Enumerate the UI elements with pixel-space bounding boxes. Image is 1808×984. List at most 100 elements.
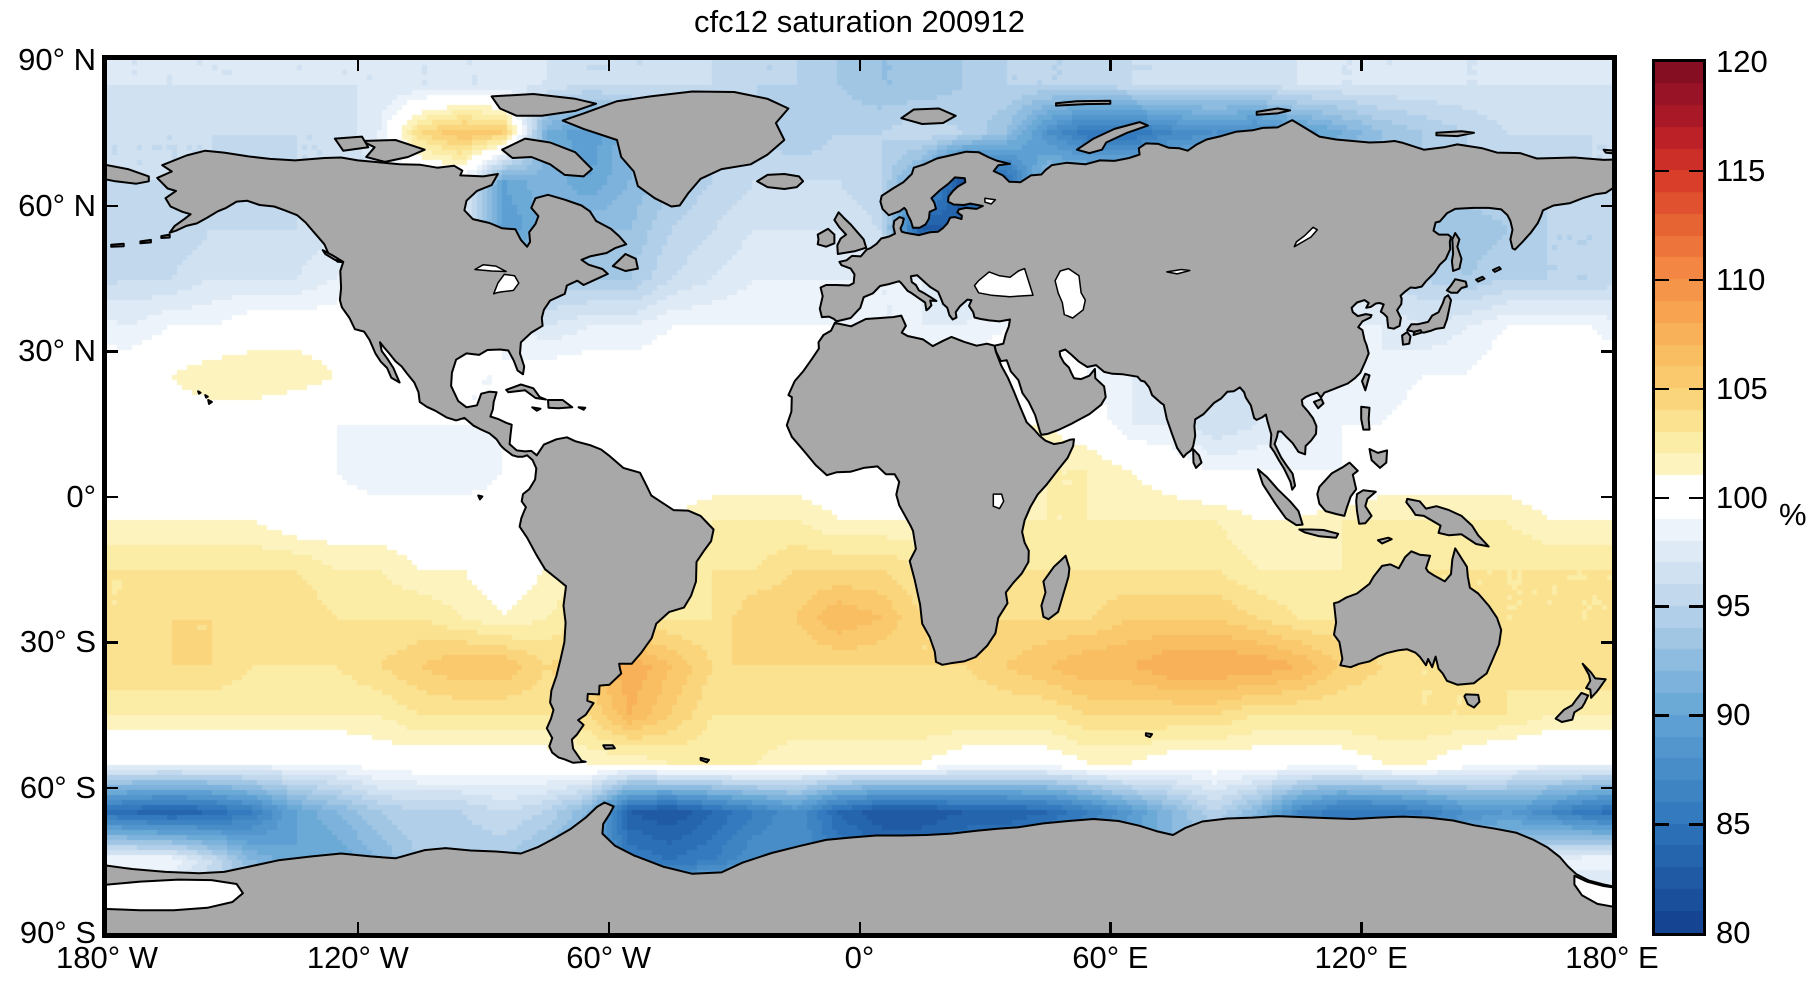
land-ireland xyxy=(816,227,836,248)
colorbar-tick-left-85 xyxy=(1655,823,1669,826)
land-new-siberian-islands xyxy=(1435,130,1475,138)
land-galapagos xyxy=(477,494,484,501)
y-tick-60 xyxy=(107,204,118,207)
lat-label-60: 60° N xyxy=(18,187,96,223)
x-tick-top--120 xyxy=(356,60,360,71)
lon-label--120: 120° W xyxy=(306,940,409,975)
land-victoria-island xyxy=(361,139,426,163)
colorbar-label-95: 95 xyxy=(1716,588,1751,624)
x-tick-0 xyxy=(858,922,861,933)
lat-label--90: 90° S xyxy=(19,915,96,950)
lat-label--60: 60° S xyxy=(19,769,96,805)
land-nz-south-island xyxy=(1554,691,1590,723)
land-luzon xyxy=(1360,405,1371,431)
colorbar-label-110: 110 xyxy=(1716,261,1766,297)
y-tick-30 xyxy=(107,350,118,353)
lon-label-60: 60° E xyxy=(1072,940,1149,975)
land-hawaii-1 xyxy=(197,390,202,395)
land-timor xyxy=(1376,536,1393,545)
x-tick-top-120 xyxy=(1360,60,1363,71)
land-sri-lanka xyxy=(1192,448,1203,469)
land-novaya-zemlya xyxy=(1075,121,1149,155)
land-vancouver-island xyxy=(321,249,345,263)
colorbar-label-80: 80 xyxy=(1716,915,1751,950)
land-kyushu xyxy=(1401,331,1412,346)
lon-label-120: 120° E xyxy=(1314,940,1408,975)
x-tick-top-60 xyxy=(1109,60,1112,71)
land-banks-island xyxy=(333,135,370,152)
land-hawaii-2 xyxy=(204,394,209,399)
colorbar-tick-right-110 xyxy=(1689,278,1703,282)
x-tick--120 xyxy=(356,922,360,933)
lake-lake-baikal xyxy=(1293,226,1319,248)
y-tick-right--30 xyxy=(1601,641,1612,644)
colorbar-tick-right-85 xyxy=(1689,823,1703,826)
lat-label-90: 90° N xyxy=(18,42,96,77)
x-tick-60 xyxy=(1109,922,1112,933)
land-australia xyxy=(1333,547,1503,686)
y-tick-right-60 xyxy=(1601,204,1612,207)
land-franz-josef-land xyxy=(1055,99,1112,107)
land-sakhalin xyxy=(1450,232,1463,272)
colorbar-label-105: 105 xyxy=(1716,370,1768,406)
colorbar-tick-left-115 xyxy=(1655,169,1669,173)
land-hokkaido xyxy=(1445,278,1468,294)
land-mindanao xyxy=(1368,448,1389,469)
colorbar-label-85: 85 xyxy=(1716,806,1751,842)
land-sumatra xyxy=(1256,468,1304,527)
land-jamaica xyxy=(531,406,542,412)
lake-lake-superior xyxy=(474,263,507,273)
lon-label-0: 0° xyxy=(844,940,875,975)
colorbar-tick-right-100 xyxy=(1689,496,1703,499)
lon-label-180: 180° E xyxy=(1565,940,1659,975)
colorbar-label-100: 100 xyxy=(1716,479,1768,515)
y-tick-right-0 xyxy=(1601,495,1612,498)
y-tick--30 xyxy=(107,641,118,644)
lake-lake-ladoga xyxy=(984,197,997,205)
land-java xyxy=(1298,528,1340,539)
land-greenland xyxy=(561,90,790,208)
colorbar-tick-right-95 xyxy=(1689,605,1703,608)
land-nz-north-island xyxy=(1581,662,1607,699)
land-great-britain xyxy=(833,211,868,255)
land-cuba xyxy=(505,383,547,401)
lake-caspian-sea xyxy=(1054,267,1087,319)
land-svalbard xyxy=(900,107,957,125)
land-wrangel-island xyxy=(1602,148,1612,155)
x-tick-top-0 xyxy=(858,60,861,71)
y-tick-right--60 xyxy=(1601,786,1612,789)
land-madagascar xyxy=(1040,554,1071,621)
colorbar-tick-left-90 xyxy=(1655,714,1669,717)
land-aleutian-3 xyxy=(160,233,171,239)
lat-label--30: 30° S xyxy=(19,624,96,659)
lat-label-30: 30° N xyxy=(18,333,96,368)
colorbar-tick-left-95 xyxy=(1655,605,1669,608)
land-tasmania xyxy=(1463,693,1481,709)
land-aleutian-1 xyxy=(110,242,125,248)
colorbar-tick-right-105 xyxy=(1689,387,1703,391)
land-falklands xyxy=(602,744,616,750)
lon-label--60: 60° W xyxy=(566,940,652,975)
y-tick--60 xyxy=(107,786,118,789)
water-ross-sea-east xyxy=(1573,874,1612,908)
land-taiwan xyxy=(1361,372,1371,392)
land-eurasia xyxy=(818,119,1612,491)
land-antarctica xyxy=(107,801,1612,933)
land-americas xyxy=(156,149,715,764)
colorbar-label-120: 120 xyxy=(1716,44,1768,79)
colorbar-tick-right-90 xyxy=(1689,714,1703,717)
land-shikoku xyxy=(1412,329,1423,336)
colorbar-tick-right-115 xyxy=(1689,169,1703,173)
land-hainan xyxy=(1312,398,1325,410)
land-puerto-rico xyxy=(577,406,587,411)
land-newfoundland xyxy=(611,253,639,272)
coastline-overlay xyxy=(107,90,1612,933)
colorbar-unit-label: % xyxy=(1779,497,1807,532)
lake-lakes-michigan-huron xyxy=(492,273,520,295)
lake-lake-victoria xyxy=(992,493,1005,510)
chart-title: cfc12 saturation 200912 xyxy=(694,4,1025,39)
land-chukotka-west-of-dateline xyxy=(107,164,150,185)
colorbar-label-115: 115 xyxy=(1716,152,1766,188)
colorbar-tick-left-105 xyxy=(1655,387,1669,391)
